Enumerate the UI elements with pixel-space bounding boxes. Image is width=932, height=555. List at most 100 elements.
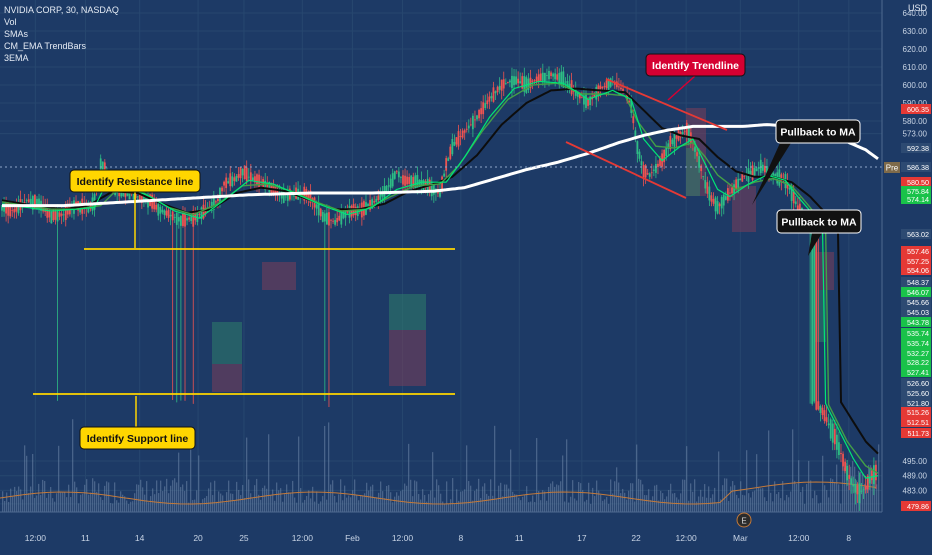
volume-bar — [16, 491, 18, 512]
y-tick-label: 573.00 — [903, 130, 928, 139]
candle-up — [25, 200, 28, 201]
candle-down — [46, 204, 49, 218]
price-label-badge — [901, 143, 931, 153]
trend-zone — [389, 330, 426, 386]
candle-down — [309, 190, 312, 203]
candle-up — [282, 188, 285, 203]
volume-bar — [838, 484, 840, 512]
candle-down — [870, 470, 873, 481]
volume-bar — [20, 489, 22, 512]
candle-up — [687, 127, 690, 141]
volume-bar — [26, 455, 28, 512]
volume-bar — [864, 483, 866, 512]
candle-up — [749, 170, 752, 176]
volume-bar — [548, 486, 550, 512]
price-label-text: 545.66 — [907, 298, 929, 307]
volume-bar — [394, 496, 396, 512]
volume-bar — [604, 499, 606, 512]
candle-up — [722, 194, 725, 206]
candle-up — [757, 166, 760, 169]
volume-bar — [488, 495, 490, 512]
volume-bar — [168, 493, 170, 512]
volume-bar — [798, 460, 800, 512]
price-label-badge — [901, 104, 931, 114]
candle-down — [465, 128, 468, 130]
volume-bar — [326, 499, 328, 512]
volume-bar — [166, 478, 168, 512]
candle-up — [494, 91, 497, 94]
candle-down — [229, 173, 232, 187]
volume-bar — [412, 496, 414, 512]
volume-bar — [816, 495, 818, 512]
volume-bar — [58, 445, 60, 512]
candle-up — [443, 173, 446, 177]
volume-bar — [442, 501, 444, 512]
candle-up — [673, 133, 676, 147]
volume-bar — [796, 484, 798, 512]
trend-zone — [732, 186, 756, 232]
volume-bar — [632, 483, 634, 512]
volume-bar — [44, 481, 46, 512]
volume-bar — [46, 497, 48, 512]
volume-bar — [550, 483, 552, 512]
volume-bar — [304, 499, 306, 512]
candle-up — [868, 476, 871, 484]
volume-bar — [24, 445, 26, 512]
volume-bar — [472, 500, 474, 512]
indicator-vol[interactable]: Vol — [4, 17, 17, 27]
price-label-text: 546.07 — [907, 288, 929, 297]
volume-bar — [112, 503, 114, 512]
pullback1-callout-pointer — [752, 143, 791, 205]
volume-bar — [512, 491, 514, 512]
candle-up — [759, 159, 762, 174]
candle-up — [860, 490, 863, 492]
candle-up — [101, 161, 104, 176]
volume-bar — [456, 489, 458, 512]
candle-down — [644, 165, 647, 178]
candle-up — [467, 125, 470, 129]
volume-bar — [652, 496, 654, 512]
volume-bar — [538, 490, 540, 512]
volume-bar — [240, 495, 242, 512]
volume-bar — [438, 485, 440, 512]
candle-up — [737, 178, 740, 188]
candle-up — [638, 151, 641, 159]
candle-up — [490, 96, 493, 99]
candle-up — [286, 192, 289, 201]
volume-bar — [66, 497, 68, 512]
volume-bar — [102, 499, 104, 512]
volume-bar — [180, 487, 182, 512]
candle-down — [710, 195, 713, 202]
candle-down — [395, 171, 398, 173]
candle-down — [461, 130, 464, 138]
indicator-smas[interactable]: SMAs — [4, 29, 29, 39]
candle-up — [56, 211, 59, 222]
volume-bar — [302, 502, 304, 512]
volume-bar — [558, 485, 560, 512]
volume-bar — [814, 490, 816, 512]
volume-bar — [450, 499, 452, 512]
candle-up — [190, 216, 193, 222]
volume-bar — [340, 479, 342, 512]
indicator-3ema[interactable]: 3EMA — [4, 53, 29, 63]
volume-bar — [564, 501, 566, 512]
indicator-cm-ema[interactable]: CM_EMA TrendBars — [4, 41, 87, 51]
candle-up — [652, 169, 655, 171]
candle-up — [515, 76, 517, 85]
volume-bar — [258, 494, 260, 512]
candle-down — [52, 209, 55, 221]
candle-down — [601, 86, 604, 89]
volume-bar — [806, 483, 808, 512]
y-tick-label: 630.00 — [903, 27, 928, 36]
volume-bar — [516, 494, 518, 512]
volume-bar — [148, 502, 150, 512]
candle-up — [852, 484, 855, 487]
candle-up — [420, 179, 423, 189]
volume-bar — [874, 470, 876, 512]
volume-bar — [702, 496, 704, 512]
event-marker-icon[interactable] — [736, 512, 752, 528]
volume-bar — [222, 495, 224, 512]
volume-bar — [256, 478, 258, 512]
candle-up — [829, 419, 832, 439]
